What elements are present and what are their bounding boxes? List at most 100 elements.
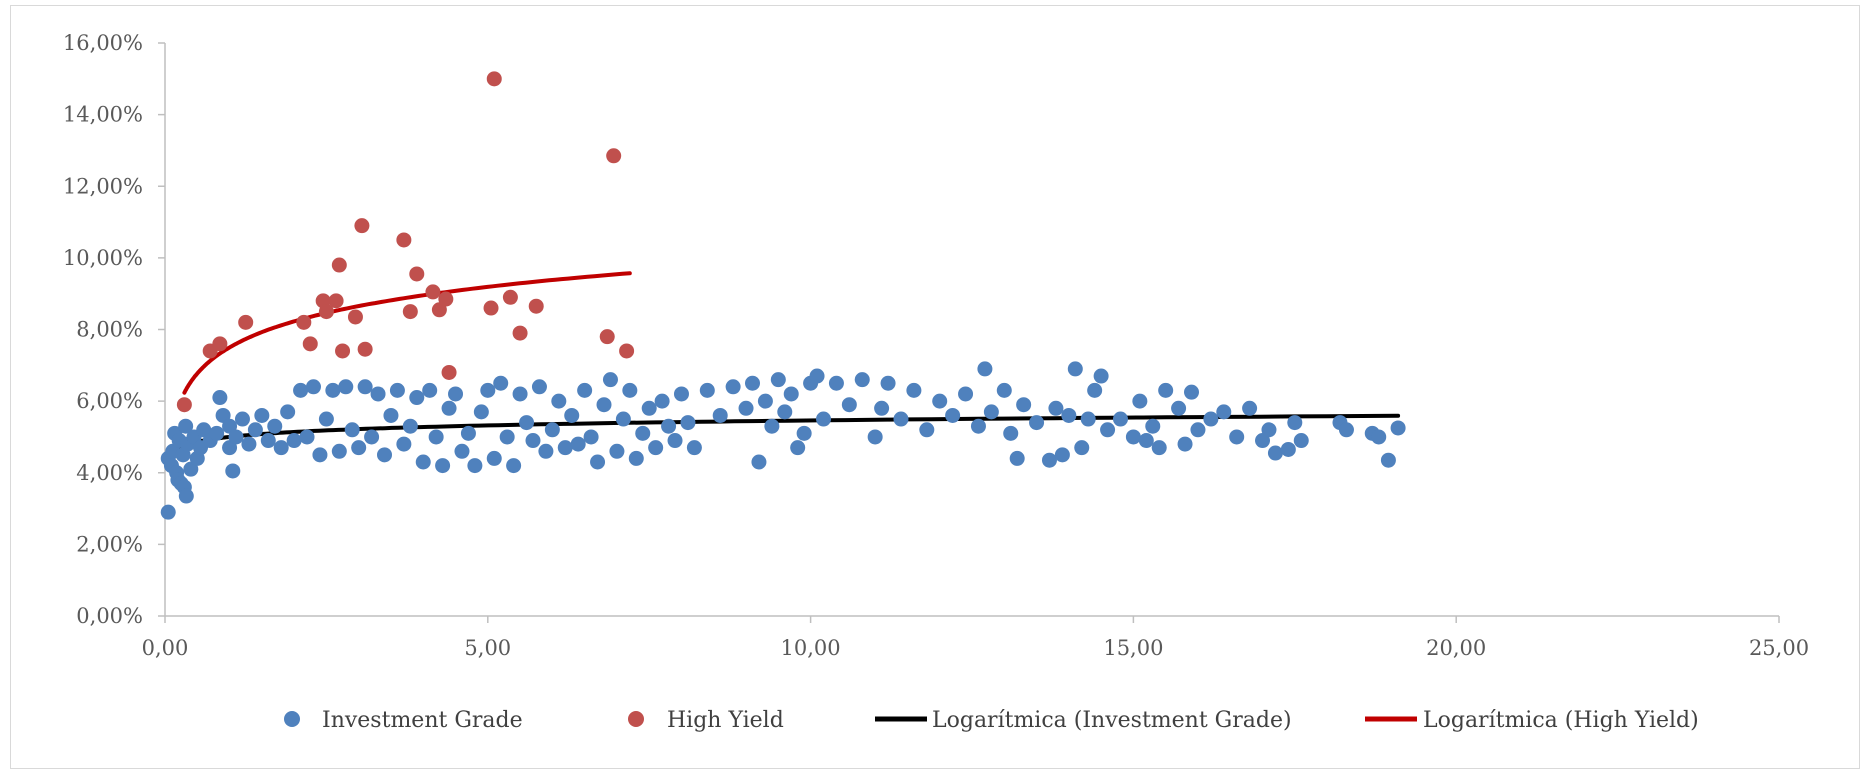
data-point <box>1171 400 1187 416</box>
data-point <box>178 488 194 504</box>
data-point <box>454 443 470 459</box>
data-point <box>606 148 622 164</box>
data-point <box>874 400 890 416</box>
data-point <box>1080 411 1096 427</box>
data-point <box>1261 422 1277 438</box>
data-point <box>234 411 250 427</box>
data-point <box>448 386 464 402</box>
data-point <box>609 443 625 459</box>
data-point <box>919 422 935 438</box>
data-point <box>577 382 593 398</box>
data-point <box>880 375 896 391</box>
data-point <box>238 314 254 330</box>
data-point <box>467 458 483 474</box>
data-point <box>1048 400 1064 416</box>
y-tick-label: 2,00% <box>76 532 143 556</box>
data-point <box>254 407 270 423</box>
data-point <box>783 386 799 402</box>
data-point <box>409 390 425 406</box>
data-point <box>241 436 257 452</box>
data-point <box>512 325 528 341</box>
data-point <box>777 404 793 420</box>
data-point <box>351 440 367 456</box>
data-point <box>483 300 499 316</box>
data-point <box>302 336 318 352</box>
data-point <box>551 393 567 409</box>
data-point <box>619 343 635 359</box>
data-point <box>357 341 373 357</box>
data-point <box>1087 382 1103 398</box>
data-point <box>983 404 999 420</box>
data-point <box>757 393 773 409</box>
y-tick-label: 8,00% <box>76 318 143 342</box>
data-point <box>686 440 702 456</box>
data-point <box>493 375 509 391</box>
data-point <box>977 361 993 377</box>
data-point <box>331 257 347 273</box>
data-point <box>212 336 228 352</box>
legend-label: High Yield <box>667 708 784 733</box>
data-point <box>970 418 986 434</box>
data-point <box>680 415 696 431</box>
data-point <box>932 393 948 409</box>
data-point <box>499 429 515 445</box>
data-point <box>628 450 644 466</box>
data-point <box>318 304 334 320</box>
data-point <box>1125 429 1141 445</box>
data-point <box>796 425 812 441</box>
legend-label: Logarítmica (High Yield) <box>1423 708 1699 733</box>
data-point <box>1158 382 1174 398</box>
data-point <box>1132 393 1148 409</box>
data-point <box>441 364 457 380</box>
data-point <box>357 379 373 395</box>
data-point <box>506 458 522 474</box>
data-point <box>473 404 489 420</box>
data-point <box>725 379 741 395</box>
data-point <box>389 382 405 398</box>
data-point <box>1229 429 1245 445</box>
data-point <box>1029 415 1045 431</box>
data-point <box>906 382 922 398</box>
y-tick-label: 6,00% <box>76 389 143 413</box>
data-point <box>751 454 767 470</box>
data-point <box>945 407 961 423</box>
axes: 0,00% 2,00% 4,00% 6,00% 8,00% 10,00% 12,00% 14,… <box>63 31 1809 660</box>
data-point <box>331 443 347 459</box>
legend-label: Investment Grade <box>322 708 523 733</box>
data-point <box>1380 452 1396 468</box>
y-tick-label: 0,00% <box>76 604 143 628</box>
data-point <box>531 379 547 395</box>
data-point <box>409 266 425 282</box>
data-point <box>293 382 309 398</box>
data-point <box>247 422 263 438</box>
data-point <box>396 436 412 452</box>
legend-marker <box>284 711 300 727</box>
data-point <box>383 407 399 423</box>
data-point <box>305 379 321 395</box>
data-point <box>1216 404 1232 420</box>
data-point <box>570 436 586 452</box>
data-point <box>425 284 441 300</box>
data-point <box>596 397 612 413</box>
data-point <box>441 400 457 416</box>
y-tick-label: 10,00% <box>63 246 143 270</box>
data-point <box>1054 447 1070 463</box>
data-point <box>296 314 312 330</box>
data-point <box>635 425 651 441</box>
data-point <box>744 375 760 391</box>
x-tick-label: 15,00 <box>1103 636 1163 660</box>
data-point <box>502 289 518 305</box>
data-point <box>1009 450 1025 466</box>
data-point <box>528 298 544 314</box>
data-point <box>1390 420 1406 436</box>
legend-marker <box>628 711 644 727</box>
data-point <box>176 397 192 413</box>
data-point <box>699 382 715 398</box>
x-tick-label: 25,00 <box>1749 636 1809 660</box>
data-point <box>260 433 276 449</box>
data-point <box>661 418 677 434</box>
data-point <box>312 447 328 463</box>
data-point <box>828 375 844 391</box>
data-point <box>1287 415 1303 431</box>
